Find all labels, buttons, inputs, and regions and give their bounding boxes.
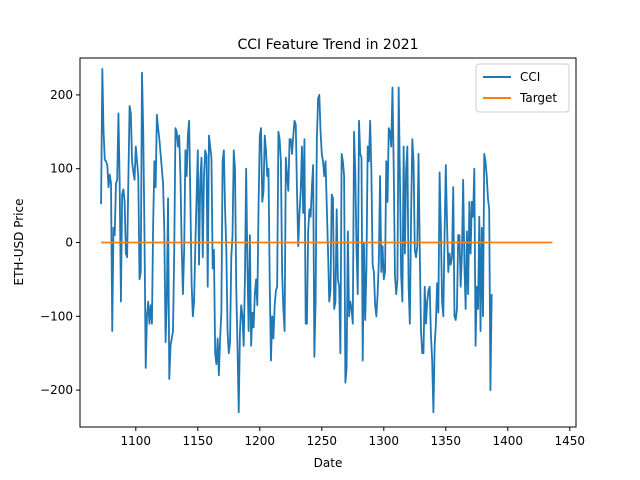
legend-label-target: Target bbox=[519, 91, 557, 105]
y-axis: −200 −100 0 100 200 bbox=[40, 88, 80, 397]
y-tick-label: 200 bbox=[50, 88, 73, 102]
x-tick-label: 1450 bbox=[555, 434, 586, 448]
x-axis: 1100 1150 1200 1250 1300 1350 1400 1450 bbox=[121, 427, 586, 448]
legend-label-cci: CCI bbox=[520, 70, 540, 84]
x-tick-label: 1100 bbox=[121, 434, 152, 448]
y-tick-label: 0 bbox=[65, 236, 73, 250]
x-tick-label: 1300 bbox=[369, 434, 400, 448]
x-tick-label: 1350 bbox=[431, 434, 462, 448]
y-axis-label: ETH-USD Price bbox=[12, 199, 26, 286]
legend: CCI Target bbox=[475, 63, 570, 113]
y-tick-label: −200 bbox=[40, 383, 73, 397]
chart-title: CCI Feature Trend in 2021 bbox=[237, 37, 418, 53]
x-axis-label: Date bbox=[314, 456, 343, 470]
y-tick-label: 100 bbox=[50, 162, 73, 176]
x-tick-label: 1400 bbox=[493, 434, 524, 448]
x-tick-label: 1200 bbox=[245, 434, 276, 448]
y-tick-label: −100 bbox=[40, 309, 73, 323]
series-line-cci bbox=[100, 68, 493, 414]
x-tick-label: 1250 bbox=[307, 434, 338, 448]
series-layer bbox=[100, 68, 553, 414]
x-tick-label: 1150 bbox=[183, 434, 214, 448]
